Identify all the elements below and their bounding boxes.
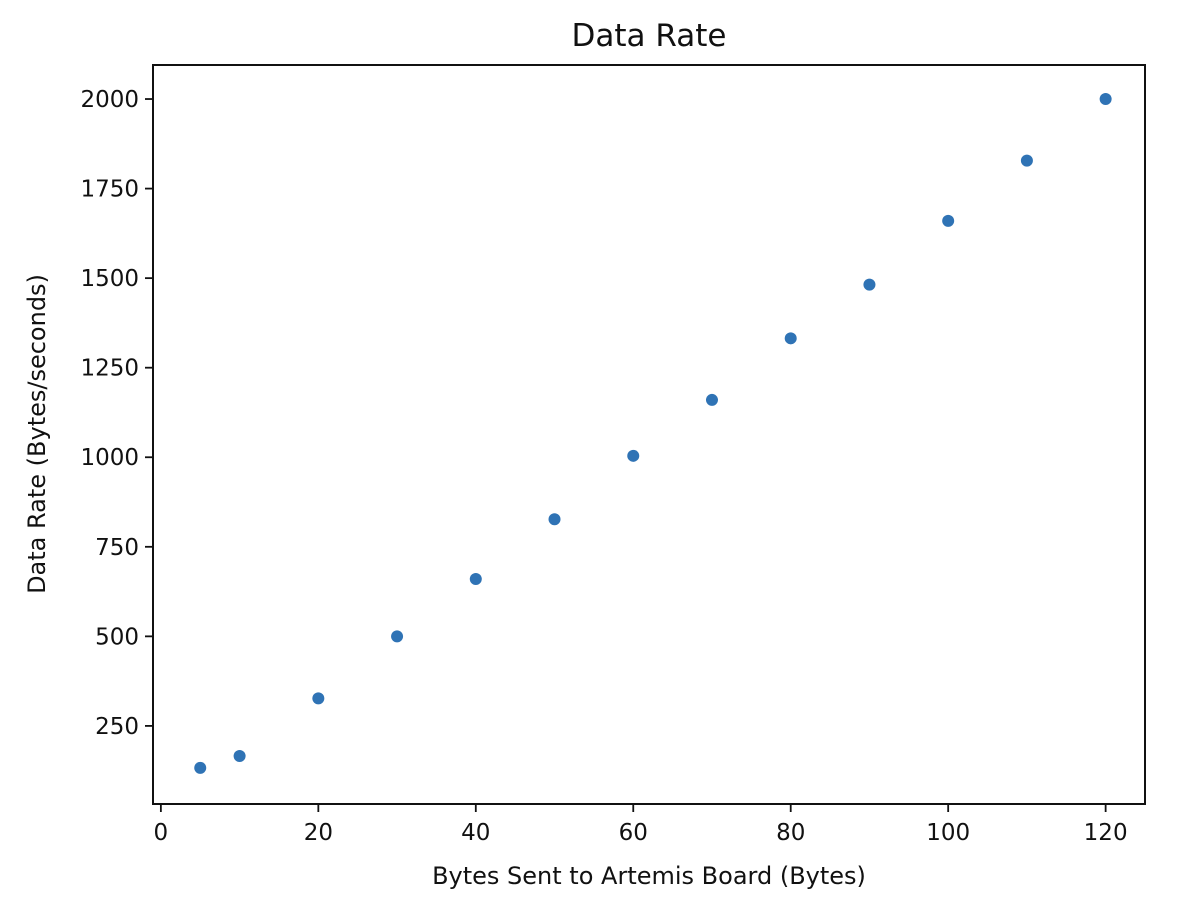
y-tick-label: 1500	[80, 266, 139, 292]
data-point	[391, 630, 404, 643]
x-tick-label: 100	[926, 820, 970, 846]
data-point	[627, 449, 640, 462]
data-point	[1099, 93, 1112, 106]
x-tick-label: 20	[304, 820, 333, 846]
data-point	[194, 761, 207, 774]
y-tick-label: 500	[95, 624, 139, 650]
x-tick-label: 40	[461, 820, 490, 846]
data-point	[705, 393, 718, 406]
data-point	[469, 573, 482, 586]
y-tick-label: 1750	[80, 177, 139, 203]
y-tick-label: 1250	[80, 356, 139, 382]
data-point	[942, 214, 955, 227]
x-tick-label: 60	[619, 820, 648, 846]
y-tick-label: 750	[95, 535, 139, 561]
x-tick-label: 0	[154, 820, 169, 846]
y-axis: 250 500 750 1000 1250 1500 1750 2000	[80, 87, 153, 740]
data-point	[1020, 154, 1033, 167]
y-tick-label: 2000	[80, 87, 139, 113]
x-axis-label: Bytes Sent to Artemis Board (Bytes)	[432, 862, 866, 890]
y-axis-label: Data Rate (Bytes/seconds)	[23, 274, 51, 594]
data-point	[233, 749, 246, 762]
data-point	[548, 513, 561, 526]
chart-title: Data Rate	[572, 18, 727, 54]
data-point	[863, 278, 876, 291]
x-tick-label: 80	[776, 820, 805, 846]
plot-area	[152, 64, 1146, 805]
data-point	[784, 332, 797, 345]
y-tick-label: 250	[95, 714, 139, 740]
plot-frame	[152, 64, 1146, 805]
data-points	[194, 93, 1112, 774]
data-point	[312, 692, 325, 705]
y-tick-label: 1000	[80, 445, 139, 471]
x-tick-label: 120	[1084, 820, 1128, 846]
x-axis: 0 20 40 60 80 100 120	[154, 804, 1128, 846]
